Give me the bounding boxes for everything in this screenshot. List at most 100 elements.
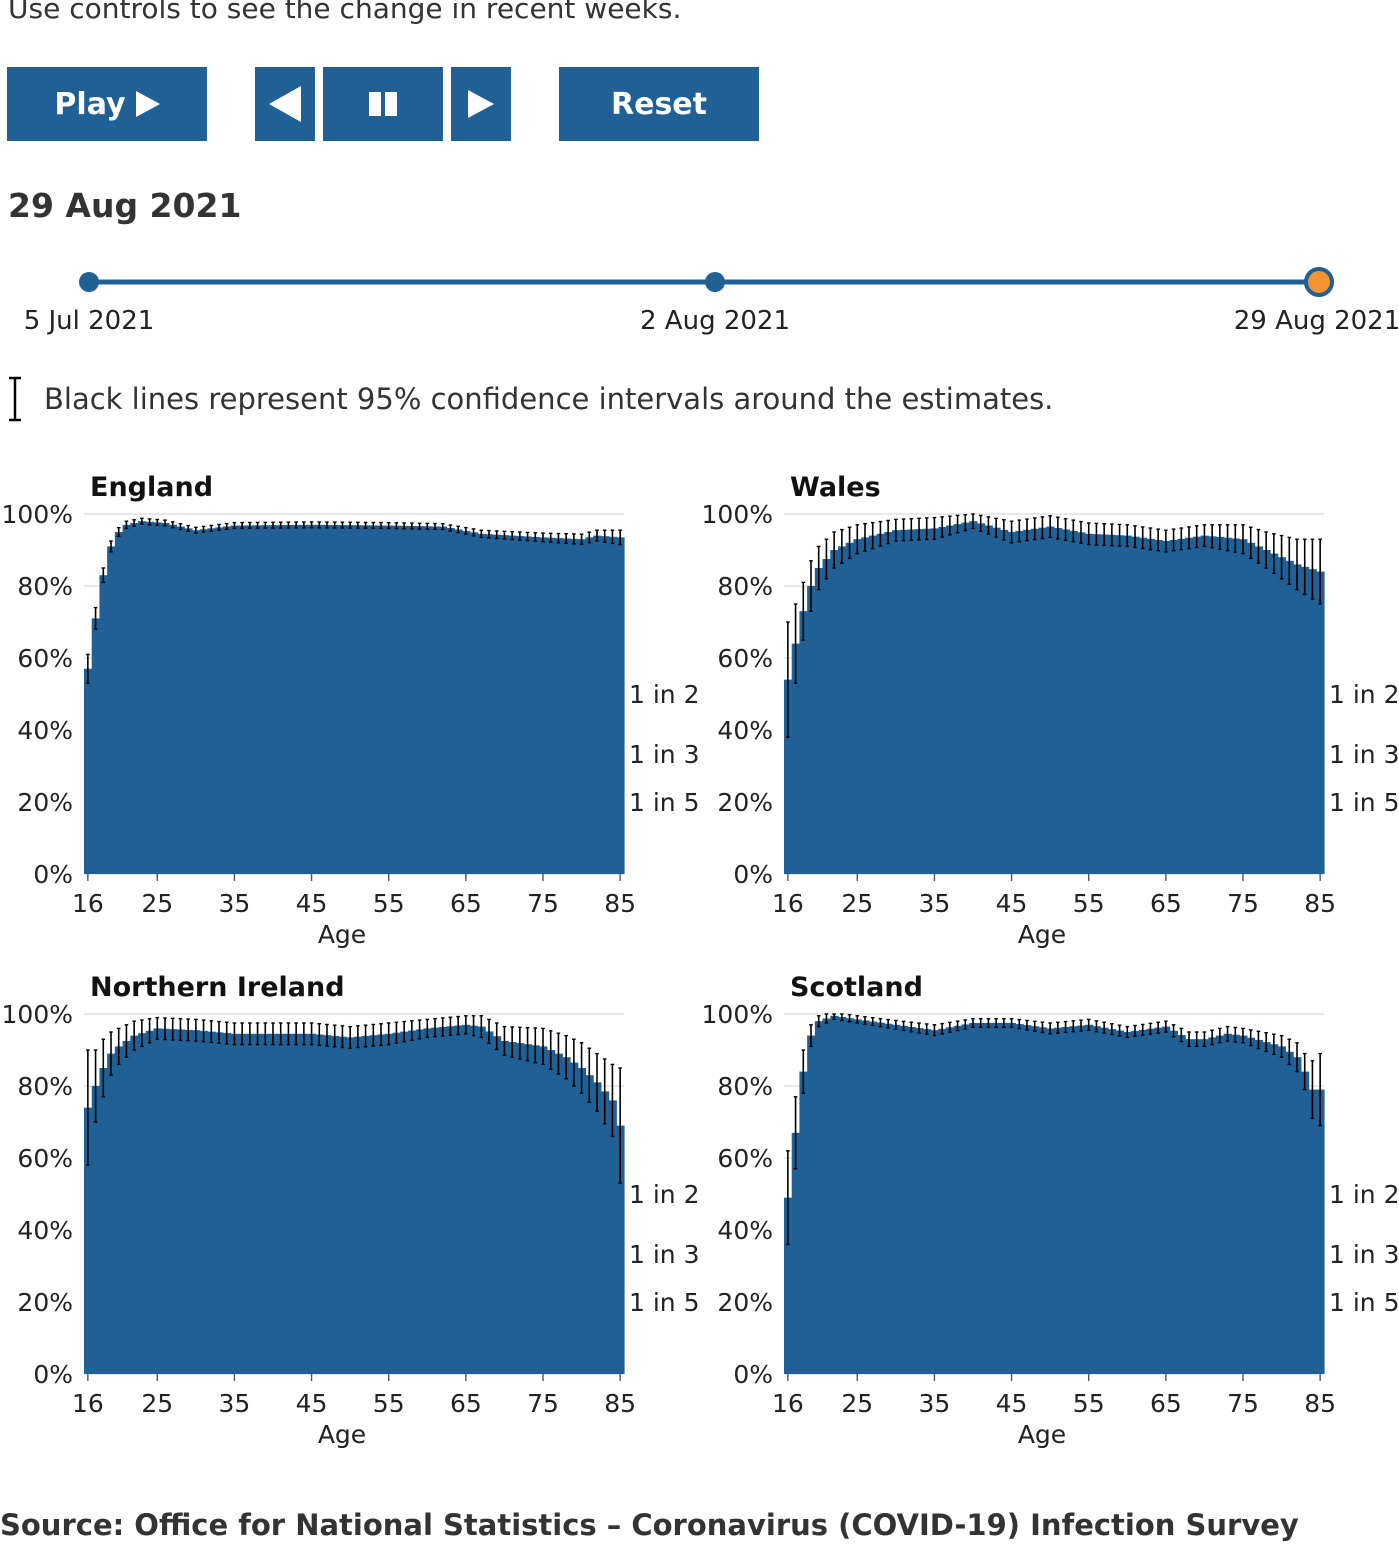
bar [822, 1018, 831, 1374]
step-forward-button[interactable] [451, 67, 511, 141]
bar [462, 530, 471, 874]
bar [1108, 1029, 1117, 1374]
bar [1277, 1046, 1287, 1374]
x-tick-label: 65 [450, 889, 482, 918]
bar [222, 1033, 232, 1374]
bar [276, 525, 286, 874]
bar [1277, 557, 1287, 874]
bar [462, 1024, 471, 1374]
bar [114, 532, 124, 874]
bar [531, 1045, 540, 1374]
bar [1285, 1051, 1294, 1374]
pause-button[interactable] [323, 67, 443, 141]
bar [192, 530, 201, 874]
x-axis-label: Age [1018, 920, 1066, 949]
bar [884, 1023, 893, 1374]
bar [1146, 1028, 1155, 1374]
bar [1146, 538, 1155, 874]
x-tick-label: 45 [996, 889, 1028, 918]
reference-label: 1 in 3 [629, 740, 700, 769]
bar [1262, 550, 1271, 874]
bar [361, 525, 371, 874]
bar [84, 668, 93, 874]
bar [1115, 1030, 1125, 1374]
bar [1061, 1026, 1071, 1374]
x-tick-label: 16 [772, 889, 804, 918]
bar [377, 525, 386, 874]
bar [1131, 1030, 1140, 1374]
bar [853, 539, 862, 874]
bar [992, 527, 1001, 874]
bar [930, 528, 939, 874]
bar [1316, 1089, 1325, 1374]
bar [307, 524, 317, 874]
x-tick-label: 85 [1304, 1389, 1336, 1418]
bar [1038, 1027, 1047, 1374]
bar [577, 539, 587, 874]
bar [1223, 1033, 1233, 1374]
x-tick-label: 75 [527, 889, 559, 918]
bar [1169, 1030, 1179, 1374]
x-tick-label: 16 [72, 1389, 104, 1418]
x-tick-label: 25 [141, 889, 173, 918]
chart-title: Northern Ireland [90, 972, 345, 1003]
bar [230, 1033, 239, 1374]
x-tick-label: 55 [1073, 1389, 1105, 1418]
bar [500, 1041, 509, 1374]
bar [1223, 537, 1233, 874]
timeline-point[interactable] [79, 272, 99, 292]
bar [315, 1034, 324, 1374]
bar [799, 1071, 808, 1374]
bar [84, 1107, 93, 1374]
bar [1192, 536, 1202, 874]
bar [1131, 536, 1140, 874]
bar [791, 643, 801, 874]
bar [1015, 1024, 1024, 1374]
bar [377, 1034, 386, 1374]
bar [138, 521, 147, 874]
step-back-icon [269, 86, 301, 122]
bar [1308, 569, 1317, 874]
bar [1000, 529, 1009, 874]
bar [269, 1033, 278, 1374]
timeline-point[interactable] [705, 272, 725, 292]
x-tick-label: 45 [996, 1389, 1028, 1418]
y-tick-label: 100% [702, 1000, 773, 1029]
x-tick-label: 85 [1304, 889, 1336, 918]
bar [253, 1033, 263, 1374]
bar [845, 1018, 855, 1374]
bar [423, 1028, 432, 1374]
bar [539, 1046, 548, 1374]
bar [1162, 1026, 1171, 1374]
play-button[interactable]: Play [7, 67, 207, 141]
bar [469, 532, 479, 874]
bar [554, 1053, 563, 1374]
bar [1208, 536, 1217, 874]
bar [431, 1027, 440, 1374]
timeline-label: 2 Aug 2021 [639, 306, 791, 336]
timeline-track [79, 267, 1334, 297]
reset-button[interactable]: Reset [559, 67, 759, 141]
y-tick-label: 60% [17, 1144, 73, 1173]
bar [1030, 1026, 1040, 1374]
bar [485, 534, 494, 874]
bar [415, 526, 425, 874]
timeline-selected-handle[interactable] [1304, 267, 1334, 297]
bar [1030, 528, 1040, 874]
bar [1177, 1035, 1186, 1374]
bar [261, 1033, 270, 1374]
x-tick-label: 35 [919, 1389, 951, 1418]
bar [1038, 527, 1047, 874]
x-tick-label: 25 [841, 1389, 873, 1418]
bar [184, 528, 193, 874]
timeline-slider[interactable]: 5 Jul 2021 2 Aug 2021 29 Aug 2021 [0, 260, 1399, 350]
bar [315, 524, 324, 874]
bar [1231, 1034, 1240, 1374]
bar [1108, 534, 1117, 874]
bar [168, 524, 178, 874]
bar [807, 1035, 816, 1374]
bar [585, 1075, 594, 1374]
y-tick-label: 20% [717, 788, 773, 817]
step-back-button[interactable] [255, 67, 315, 141]
bar [838, 1017, 847, 1374]
